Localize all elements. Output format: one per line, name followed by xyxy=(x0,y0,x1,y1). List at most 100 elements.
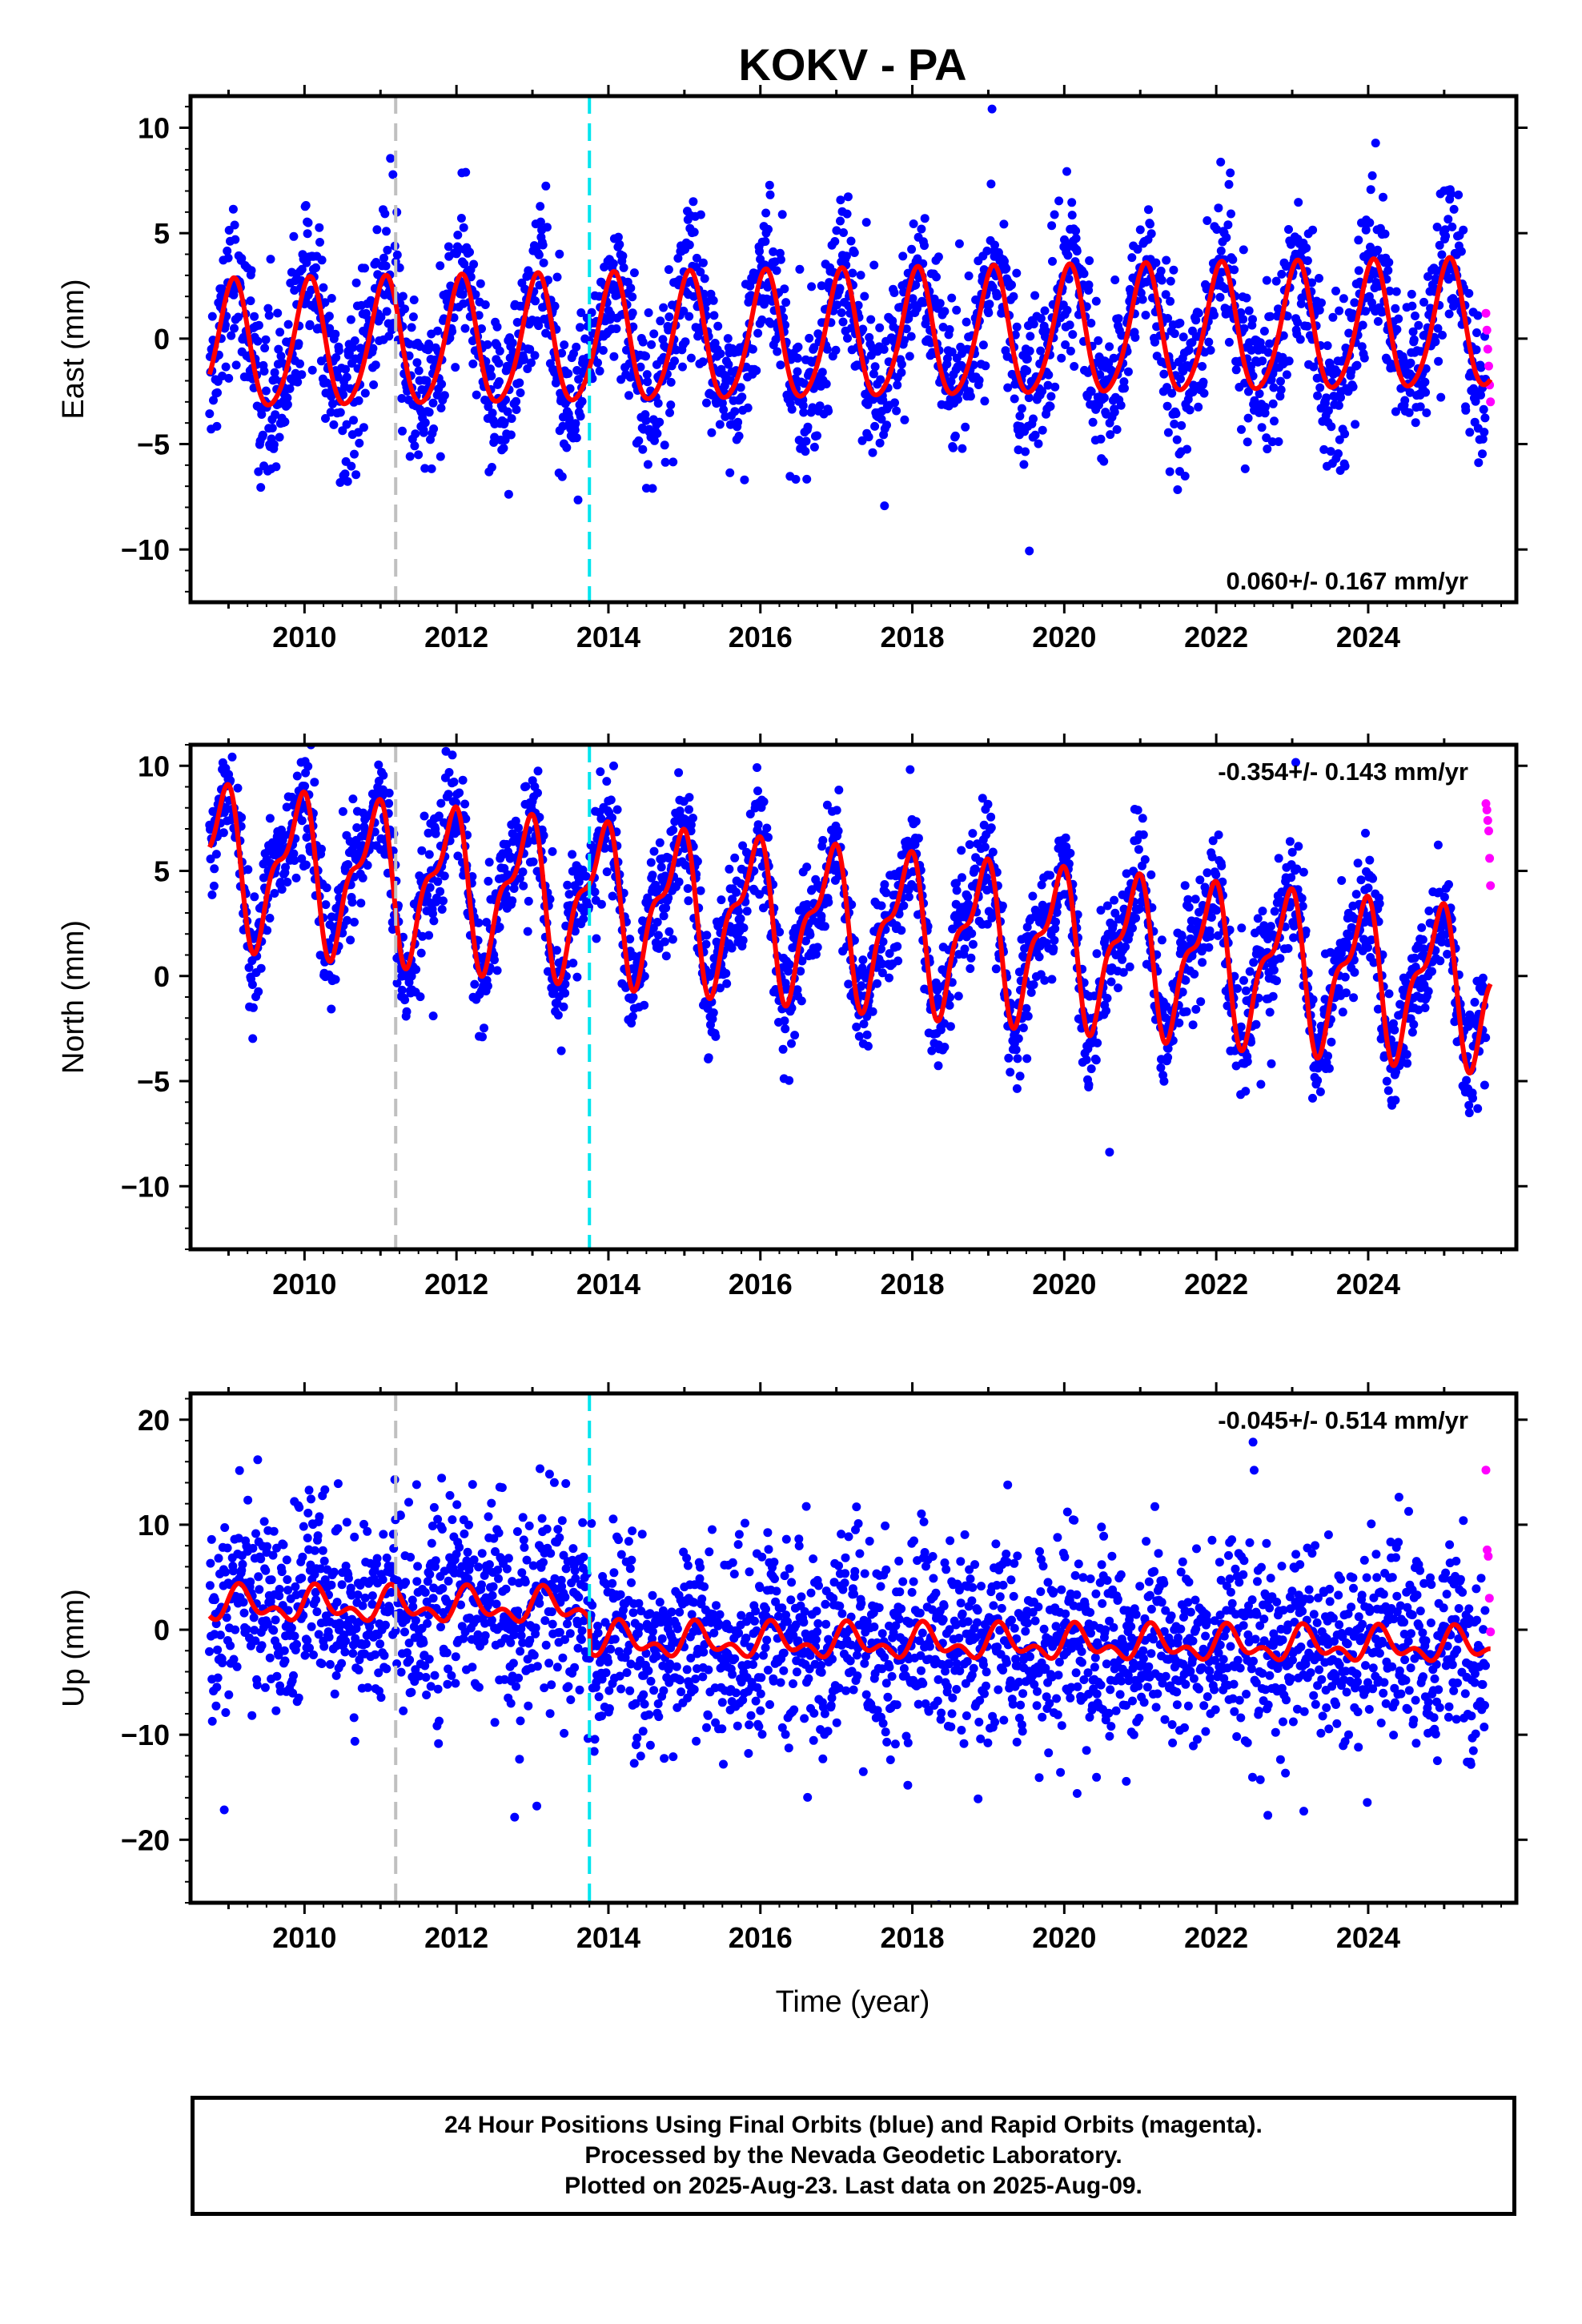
data-point xyxy=(376,312,386,322)
data-point xyxy=(1060,235,1069,244)
data-point xyxy=(461,167,471,177)
data-point xyxy=(1094,336,1103,345)
data-point xyxy=(504,489,513,499)
data-point xyxy=(642,370,652,380)
data-point xyxy=(1105,342,1114,352)
data-point xyxy=(429,424,439,433)
data-point xyxy=(701,939,711,949)
data-point xyxy=(1150,337,1159,347)
data-point xyxy=(483,340,492,349)
data-point xyxy=(628,292,637,302)
data-point xyxy=(753,820,763,830)
data-point xyxy=(868,448,877,457)
data-point xyxy=(516,388,525,397)
data-point xyxy=(982,246,992,255)
data-point xyxy=(477,324,486,333)
data-point xyxy=(636,362,645,372)
data-point xyxy=(907,244,917,254)
data-point xyxy=(572,972,582,982)
data-point xyxy=(574,375,584,384)
data-point xyxy=(506,430,516,440)
data-point xyxy=(322,378,331,388)
data-point xyxy=(515,378,524,388)
data-point xyxy=(1199,377,1208,387)
data-point xyxy=(1255,389,1264,399)
data-point xyxy=(1282,370,1291,380)
data-point xyxy=(590,887,600,897)
data-point xyxy=(1203,216,1212,225)
data-point xyxy=(716,349,725,359)
data-point xyxy=(1084,280,1094,290)
data-point xyxy=(384,798,394,808)
data-point xyxy=(753,786,762,796)
data-point xyxy=(512,396,521,406)
data-point xyxy=(787,404,797,414)
data-point xyxy=(1268,991,1278,1001)
data-point xyxy=(1307,278,1316,287)
data-point xyxy=(1221,284,1231,293)
data-point xyxy=(933,994,942,1003)
data-point xyxy=(805,930,815,939)
data-point xyxy=(503,407,512,416)
data-point xyxy=(1334,449,1343,458)
data-point xyxy=(1171,409,1181,419)
data-point xyxy=(474,918,484,927)
data-point xyxy=(458,290,468,300)
data-point xyxy=(283,320,293,329)
data-point xyxy=(342,420,351,429)
data-point xyxy=(1391,287,1401,296)
data-point xyxy=(289,231,299,241)
data-point xyxy=(534,321,544,331)
data-point xyxy=(1327,422,1336,432)
data-point xyxy=(379,770,388,780)
data-point xyxy=(1194,308,1203,318)
data-point xyxy=(1332,368,1342,377)
data-point xyxy=(715,420,725,429)
data-point xyxy=(1163,1043,1173,1053)
data-point xyxy=(762,823,772,833)
data-point xyxy=(940,1043,950,1051)
data-point xyxy=(263,304,273,313)
data-point xyxy=(1352,360,1362,370)
data-point xyxy=(247,980,257,989)
data-point xyxy=(1067,211,1077,220)
x-tick-label: 2024 xyxy=(1336,621,1400,653)
data-point xyxy=(1459,225,1468,235)
data-point xyxy=(727,943,737,953)
data-point xyxy=(917,224,926,234)
data-point xyxy=(1272,976,1281,986)
data-point xyxy=(901,324,911,334)
data-point xyxy=(577,396,587,406)
data-point xyxy=(244,963,254,972)
data-point xyxy=(402,1007,412,1016)
data-point xyxy=(424,828,433,838)
data-point xyxy=(1046,392,1056,401)
data-point xyxy=(965,840,974,850)
data-point xyxy=(619,263,628,272)
data-point xyxy=(1048,256,1057,266)
data-point xyxy=(416,948,426,958)
data-point xyxy=(466,272,476,282)
data-point xyxy=(1313,391,1323,400)
data-point xyxy=(778,1044,788,1054)
data-point xyxy=(1243,413,1253,423)
data-point xyxy=(310,778,319,787)
data-point xyxy=(700,274,709,283)
data-point xyxy=(1207,913,1216,922)
data-point xyxy=(1174,1018,1184,1027)
data-point xyxy=(254,467,263,476)
data-point xyxy=(1065,320,1074,330)
data-point xyxy=(831,345,841,355)
data-point xyxy=(424,850,434,859)
data-point xyxy=(1162,383,1171,392)
data-point xyxy=(843,333,852,343)
data-point xyxy=(552,272,562,282)
data-point xyxy=(1243,1057,1252,1067)
data-point xyxy=(835,283,845,293)
data-point xyxy=(301,860,311,870)
data-point xyxy=(1422,408,1431,417)
data-point xyxy=(865,332,874,342)
data-point xyxy=(424,931,434,940)
data-point xyxy=(436,452,445,461)
